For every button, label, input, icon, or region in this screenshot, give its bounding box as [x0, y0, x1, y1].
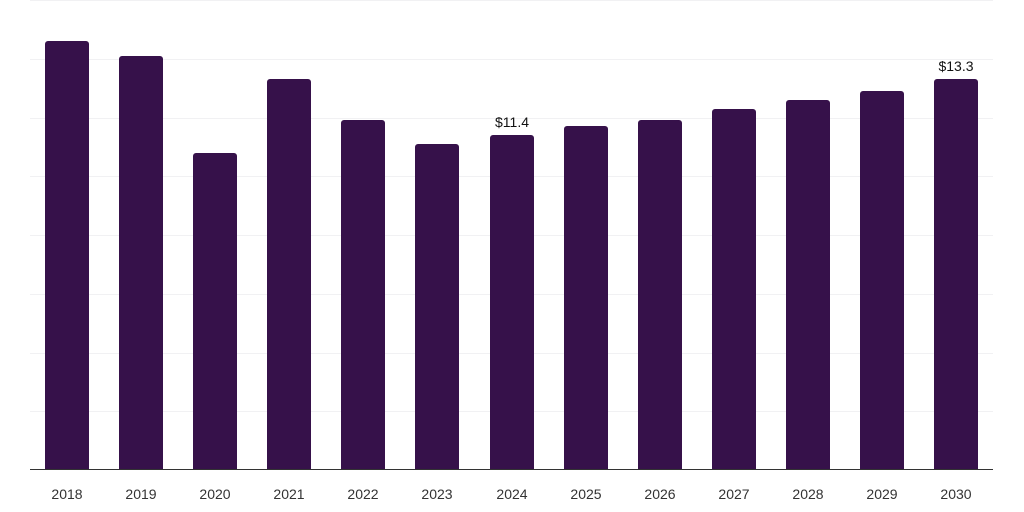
bar-2029[interactable]: [860, 91, 904, 470]
x-tick-label: 2023: [421, 486, 453, 502]
data-label: $11.4: [495, 114, 529, 130]
bar-2023[interactable]: [415, 144, 459, 470]
x-tick-label: 2019: [125, 486, 157, 502]
bar-2022[interactable]: [341, 120, 385, 470]
x-axis-line: [30, 469, 993, 470]
x-tick-label: 2028: [792, 486, 824, 502]
x-tick-label: 2027: [718, 486, 750, 502]
bar-2021[interactable]: [267, 79, 311, 470]
data-label: $13.3: [938, 58, 974, 74]
gridline: [30, 59, 993, 60]
x-tick-label: 2030: [940, 486, 972, 502]
x-tick-label: 2026: [644, 486, 676, 502]
x-tick-label: 2029: [866, 486, 898, 502]
bar-2025[interactable]: [564, 126, 608, 470]
gridline: [30, 118, 993, 119]
gridline: [30, 0, 993, 1]
x-tick-label: 2021: [273, 486, 305, 502]
x-tick-label: 2018: [51, 486, 83, 502]
x-tick-label: 2025: [570, 486, 602, 502]
x-tick-label: 2020: [199, 486, 231, 502]
bar-2020[interactable]: [193, 153, 237, 470]
bar-2018[interactable]: [45, 41, 89, 470]
bar-2019[interactable]: [119, 56, 163, 470]
bar-2027[interactable]: [712, 109, 756, 470]
bar-2028[interactable]: [786, 100, 830, 470]
x-tick-label: 2022: [347, 486, 379, 502]
bar-2030[interactable]: [934, 79, 978, 470]
bar-2026[interactable]: [638, 120, 682, 470]
x-tick-label: 2024: [496, 486, 528, 502]
bar-2024[interactable]: [490, 135, 534, 470]
